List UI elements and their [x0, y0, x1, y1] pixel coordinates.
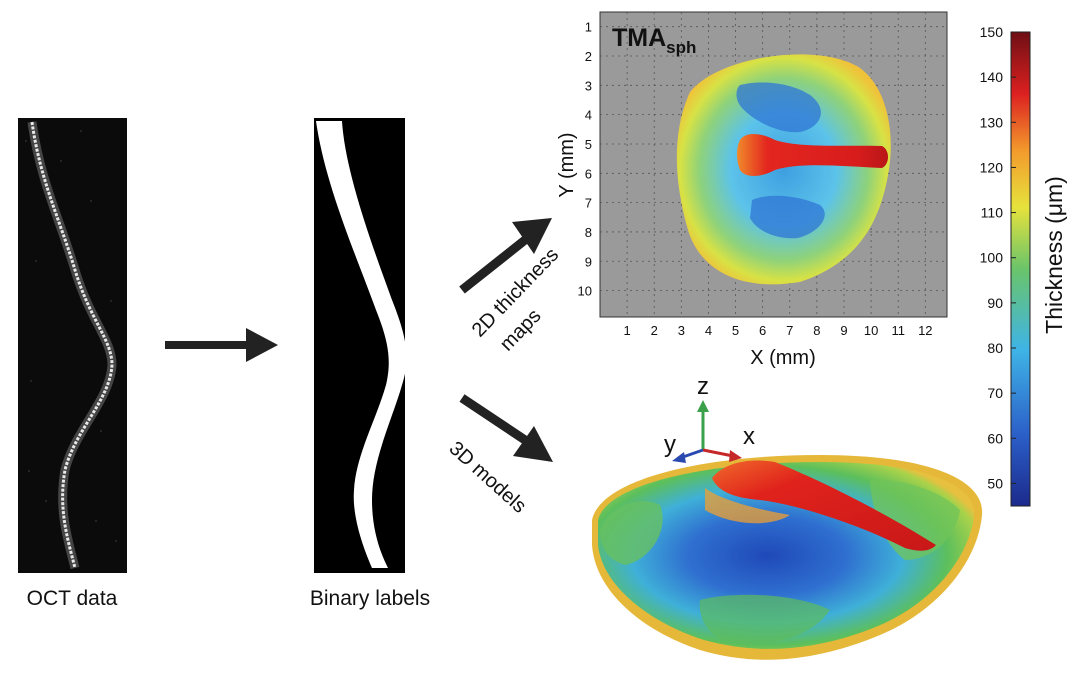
- map-y-tick-label: 10: [578, 284, 592, 299]
- model-thick-ridge: [712, 460, 936, 551]
- map-x-tick-label: 7: [786, 323, 793, 338]
- binary-panel: Binary labels: [310, 118, 430, 610]
- map-y-tick-label: 8: [585, 225, 592, 240]
- colorbar-tick-label: 70: [987, 385, 1003, 401]
- map-x-tick-label: 2: [651, 323, 658, 338]
- colorbar-tick-label: 120: [980, 159, 1004, 175]
- map-title: TMAsph: [612, 24, 696, 57]
- arrow-oct-to-binary: [165, 328, 278, 362]
- map-y-tick-label: 1: [585, 20, 592, 35]
- colorbar-label: Thickness (μm): [1041, 176, 1067, 334]
- colorbar-tick-label: 150: [980, 24, 1004, 40]
- binary-caption: Binary labels: [310, 587, 430, 610]
- model-green-patch-left: [600, 501, 663, 565]
- map-title-sub: sph: [666, 38, 696, 57]
- map-x-tick-label: 10: [864, 323, 878, 338]
- colorbar-gradient: [1010, 31, 1031, 507]
- colorbar-tick-label: 50: [987, 475, 1003, 491]
- map-x-tick-label: 6: [759, 323, 766, 338]
- map-y-tick-label: 5: [585, 137, 592, 152]
- map-thick-band: [737, 134, 888, 176]
- model-green-patch-bottom: [699, 594, 830, 644]
- label-3d-models: 3D models: [445, 437, 531, 517]
- colorbar-tick-label: 80: [987, 340, 1003, 356]
- map-title-main: TMA: [612, 24, 666, 52]
- map-y-tick-label: 3: [585, 78, 592, 93]
- colorbar-tick-label: 140: [980, 69, 1004, 85]
- cornea-3d-model: z y x: [592, 373, 983, 660]
- map-y-tick-label: 6: [585, 166, 592, 181]
- map-y-tick-label: 7: [585, 196, 592, 211]
- map-x-tick-label: 9: [840, 323, 847, 338]
- colorbar-tick-label: 100: [980, 250, 1004, 266]
- colorbar-tick-label: 60: [987, 430, 1003, 446]
- oct-cornea-signal: [30, 121, 114, 569]
- map-x-tick-label: 5: [732, 323, 739, 338]
- map-y-tick-label: 2: [585, 49, 592, 64]
- axis-y-label: y: [664, 431, 676, 458]
- map-x-ticks: 1 2 3 4 5 6 7 8 9 10 11 12: [623, 323, 932, 338]
- colorbar-ticks: 150 140 130 120 110 100 90 80 70 60 50: [980, 24, 1016, 491]
- binary-cornea-mask: [316, 121, 407, 568]
- oct-caption: OCT data: [27, 587, 118, 610]
- axis-x-label: x: [743, 423, 755, 450]
- map-x-tick-label: 3: [678, 323, 685, 338]
- colorbar: 150 140 130 120 110 100 90 80 70 60 50 Thickness (…: [980, 24, 1067, 507]
- colorbar-tick-label: 90: [987, 295, 1003, 311]
- oct-panel: OCT data: [18, 118, 127, 610]
- map-x-tick-label: 8: [813, 323, 820, 338]
- arrow-to-3d-models: [459, 394, 553, 462]
- map-x-tick-label: 12: [918, 323, 932, 338]
- colorbar-tick-label: 130: [980, 114, 1004, 130]
- axis-z-label: z: [697, 373, 709, 400]
- map-x-tick-label: 4: [705, 323, 712, 338]
- map-thin-region-upper: [736, 82, 821, 133]
- map-thin-region-lower: [750, 195, 825, 239]
- colorbar-tick-label: 110: [981, 205, 1004, 221]
- oct-image: [18, 118, 127, 573]
- map-x-tick-label: 11: [891, 323, 905, 338]
- map-cornea-region: [676, 54, 891, 285]
- map-y-tick-label: 4: [585, 108, 592, 123]
- oct-noise: [25, 130, 117, 542]
- arrow-to-2d-maps: [459, 218, 552, 294]
- axes-3d-indicator: z y x: [664, 373, 755, 463]
- map-x-tick-label: 1: [623, 323, 630, 338]
- model-ridge-shoulder: [705, 488, 790, 524]
- map-y-ticks: 1 2 3 4 5 6 7 8 9 10: [578, 20, 592, 299]
- map-y-tick-label: 9: [585, 254, 592, 269]
- map-x-axis-label: X (mm): [750, 347, 816, 369]
- map-y-axis-label: Y (mm): [556, 132, 578, 197]
